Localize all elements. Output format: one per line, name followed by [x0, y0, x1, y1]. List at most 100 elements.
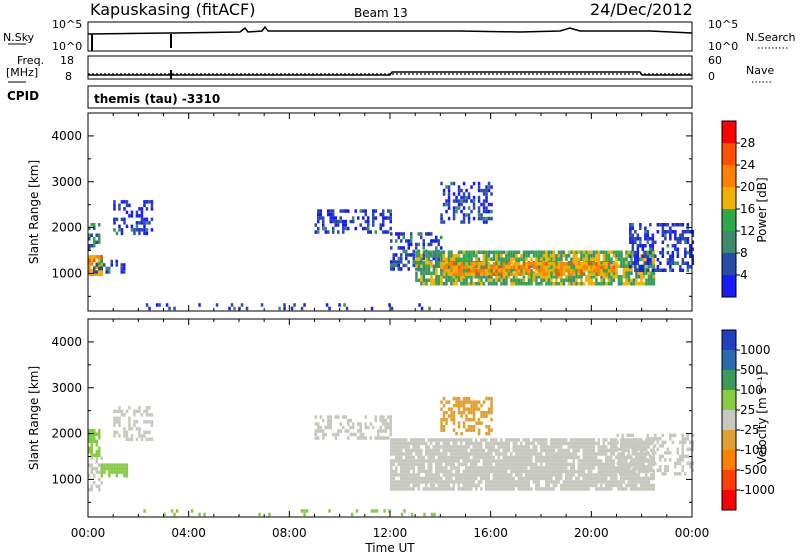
heatmap-cell [532, 445, 535, 449]
heatmap-cell [654, 268, 657, 272]
heatmap-cell [470, 441, 473, 446]
heatmap-cell [367, 219, 370, 224]
heatmap-cell [115, 473, 119, 478]
heatmap-cell [505, 254, 508, 258]
heatmap-cell [123, 207, 126, 211]
heatmap-cell [490, 265, 493, 269]
heatmap-cell [619, 472, 622, 476]
heatmap-cell [567, 275, 571, 279]
heatmap-cell [115, 263, 118, 267]
heatmap-cell [525, 265, 528, 269]
heatmap-cell [490, 441, 493, 446]
heatmap-cell [400, 455, 403, 460]
heatmap-cell [148, 221, 151, 225]
heatmap-cell [382, 212, 385, 217]
heatmap-cell [545, 278, 548, 282]
heatmap-cell [562, 282, 566, 286]
heatmap-cell [354, 432, 357, 437]
heatmap-cell [460, 480, 463, 484]
heatmap-cell [88, 262, 91, 266]
heatmap-cell [95, 240, 98, 244]
heatmap-cell [607, 262, 611, 266]
heatmap-cell [572, 448, 575, 453]
heatmap-cell [462, 452, 465, 456]
heatmap-cell [540, 469, 543, 474]
heatmap-cell [560, 462, 563, 467]
heatmap-cell [387, 216, 390, 220]
heatmap-cell [572, 272, 576, 276]
heatmap-cell [652, 483, 655, 488]
heatmap-cell [477, 441, 480, 446]
heatmap-cell [530, 269, 533, 273]
heatmap-cell [567, 278, 571, 282]
heatmap-cell [412, 476, 415, 481]
heatmap-cell [654, 254, 657, 258]
heatmap-cell [537, 480, 540, 484]
heatmap-cell [527, 455, 530, 460]
heatmap-cell [452, 216, 456, 221]
heatmap-cell [342, 209, 345, 213]
heatmap-cell [364, 219, 367, 224]
heatmap-cell [412, 466, 415, 470]
heatmap-cell [460, 209, 463, 214]
heatmap-cell [615, 480, 618, 484]
heatmap-cell [555, 257, 558, 261]
heatmap-cell [592, 452, 595, 456]
heatmap-cell [640, 254, 643, 258]
heatmap-cell [412, 445, 415, 449]
heatmap-cell [482, 265, 486, 269]
heatmap-cell [580, 466, 583, 470]
heatmap-cell [450, 476, 453, 481]
heatmap-cell [517, 257, 521, 261]
heatmap-cell [415, 459, 418, 463]
heatmap-cell [130, 427, 134, 431]
heatmap-cell [470, 400, 473, 404]
heatmap-cell [512, 268, 516, 272]
heatmap-cell [480, 448, 483, 453]
heatmap-cell [457, 448, 460, 453]
heatmap-cell [507, 455, 510, 460]
heatmap-cell [532, 278, 536, 282]
heatmap-cell [620, 441, 623, 446]
heatmap-cell [319, 212, 322, 217]
heatmap-cell [512, 438, 515, 442]
heatmap-cell [433, 512, 436, 517]
heatmap-cell [460, 257, 463, 261]
heatmap-cell [417, 445, 420, 449]
heatmap-cell [118, 224, 121, 229]
x-axis-title: Time UT [364, 541, 415, 554]
heatmap-cell [495, 469, 498, 474]
heatmap-cell [567, 469, 570, 474]
heatmap-cell [329, 216, 332, 220]
heatmap-cell [113, 221, 116, 225]
heatmap-cell [552, 262, 556, 266]
heatmap-cell [407, 476, 410, 481]
heatmap-cell [567, 487, 570, 491]
heatmap-cell [98, 262, 101, 266]
heatmap-cell [314, 230, 317, 234]
heatmap-cell [575, 441, 578, 446]
heatmap-cell [427, 257, 431, 261]
heatmap-cell [492, 466, 495, 470]
heatmap-cell [612, 278, 616, 282]
heatmap-cell [530, 476, 533, 481]
heatmap-cell [537, 269, 541, 273]
heatmap-cell [460, 487, 463, 491]
heatmap-cell [88, 255, 91, 259]
heatmap-cell [644, 447, 647, 452]
heatmap-cell [552, 462, 555, 467]
heatmap-cell [642, 455, 645, 460]
heatmap-cell [420, 306, 424, 311]
heatmap-cell [440, 428, 443, 432]
heatmap-cell [652, 254, 656, 258]
heatmap-cell [626, 472, 629, 476]
heatmap-cell [425, 459, 428, 463]
heatmap-cell [575, 487, 578, 491]
heatmap-cell [502, 459, 505, 463]
heatmap-cell [445, 448, 448, 453]
heatmap-cell [656, 223, 660, 227]
heatmap-cell [627, 448, 630, 453]
heatmap-cell [620, 264, 623, 268]
heatmap-cell [610, 257, 613, 261]
heatmap-cell [585, 254, 588, 258]
